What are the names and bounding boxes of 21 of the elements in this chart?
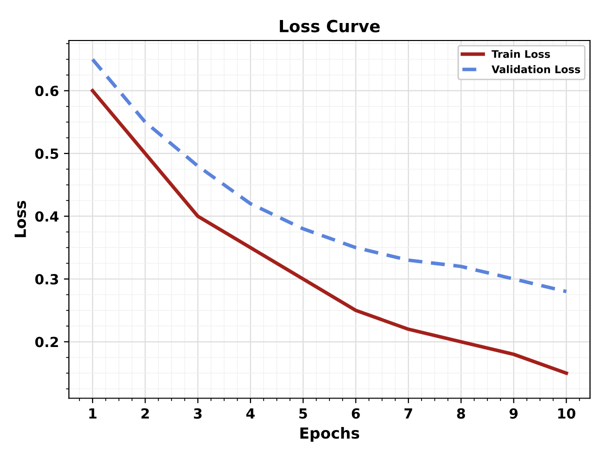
line-series (90, 88, 568, 375)
x-tick-label: 6 (352, 408, 360, 419)
y-tick-label: 0.6 (35, 86, 58, 96)
chart-title: Loss Curve (280, 20, 380, 32)
x-axis-title: Epochs (300, 426, 360, 442)
legend-label: Train Loss (492, 50, 550, 58)
x-tick-label: 8 (457, 408, 466, 419)
x-tick-label: 1 (89, 408, 96, 419)
x-tick-label: 3 (194, 408, 202, 419)
y-tick-label: 0.2 (35, 336, 58, 348)
y-axis-title: Loss (14, 200, 26, 238)
x-tick-label: 10 (558, 408, 576, 419)
y-tick-label: 0.3 (35, 274, 58, 284)
x-tick-label: 5 (299, 408, 307, 419)
y-tick-label: 0.5 (35, 148, 58, 159)
x-tick-label: 9 (510, 408, 518, 419)
x-tick-label: 7 (404, 408, 412, 419)
x-tick-label: 2 (141, 408, 149, 419)
y-tick-label: 0.4 (35, 211, 59, 222)
x-tick-label: 4 (246, 408, 255, 419)
legend-label: Validation Loss (492, 65, 580, 74)
